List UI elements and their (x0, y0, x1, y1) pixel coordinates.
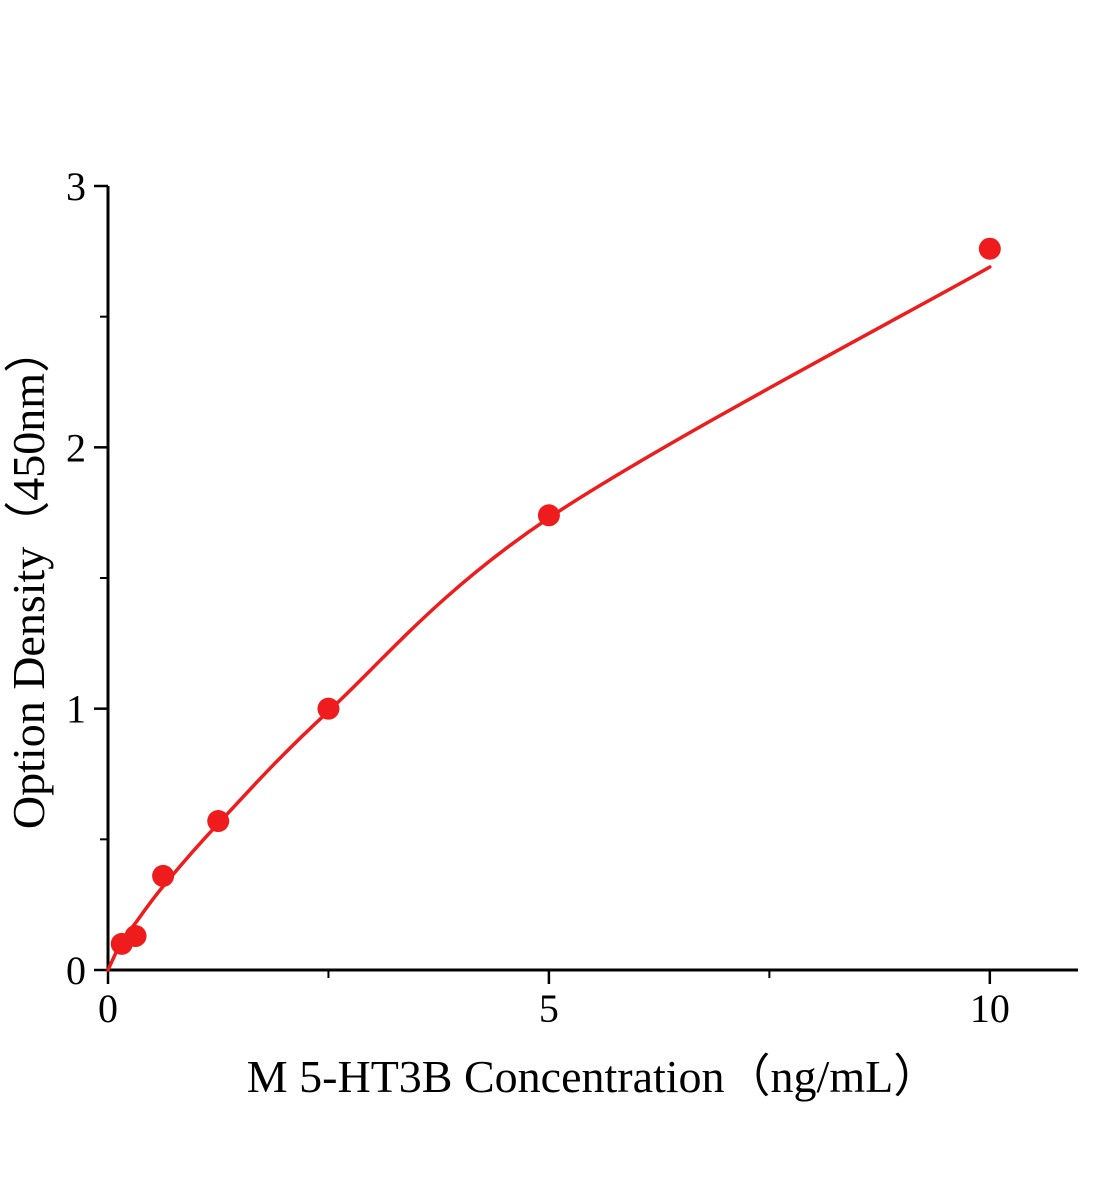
x-tick-label: 5 (539, 986, 559, 1031)
x-tick-label: 0 (98, 986, 118, 1031)
y-tick-label: 1 (66, 687, 86, 732)
data-point (317, 697, 340, 720)
y-axis-label: Option Density（450nm） (3, 327, 54, 829)
data-point (152, 864, 175, 887)
x-tick-label: 10 (970, 986, 1010, 1031)
x-axis-label: M 5-HT3B Concentration（ng/mL） (247, 1051, 939, 1102)
y-tick-label: 3 (66, 164, 86, 209)
y-tick-label: 0 (66, 948, 86, 993)
data-point (978, 237, 1001, 260)
data-point (207, 810, 230, 833)
plot-layer: 0 5 10 0 1 2 3 (66, 164, 1078, 1031)
y-tick-label: 2 (66, 425, 86, 470)
data-point (124, 925, 147, 948)
fit-curve (106, 265, 992, 972)
data-point (537, 504, 560, 527)
